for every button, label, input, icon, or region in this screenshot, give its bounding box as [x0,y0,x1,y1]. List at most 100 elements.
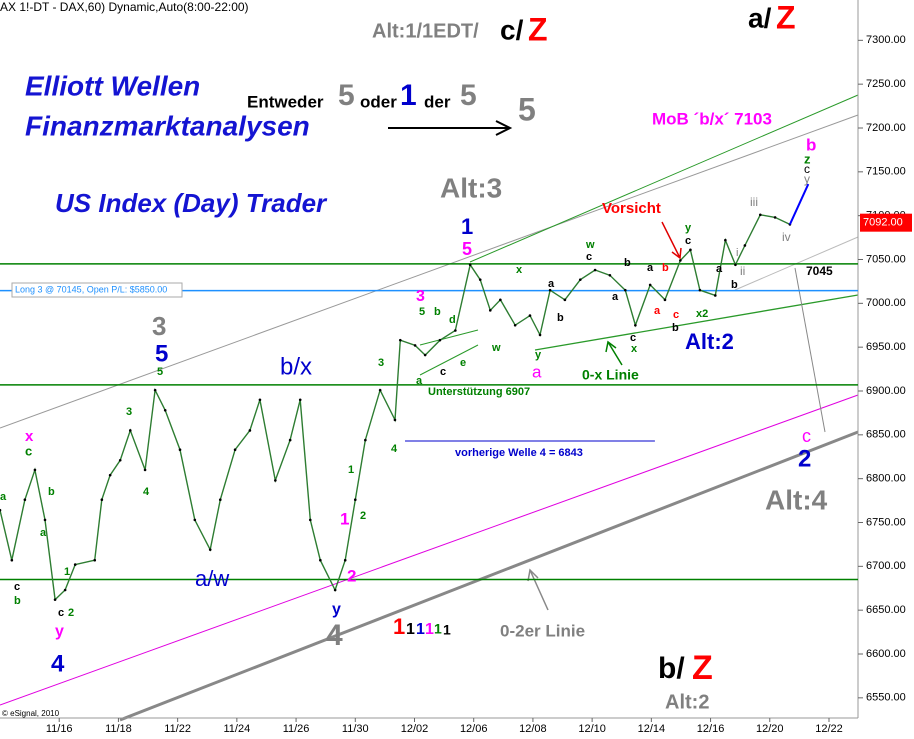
annotation: 5 [460,79,477,112]
annotation: 3 [378,357,384,369]
price-point [193,518,197,522]
annotation: z [804,151,811,166]
y-tick-label: 6800.00 [866,473,906,485]
annotation: 5 [155,340,168,367]
projection-line [788,183,810,225]
annotation: 1 [461,214,473,239]
annotation: Elliott Wellen [25,70,200,101]
price-point [743,244,747,247]
price-point [758,213,762,217]
y-tick-label: 6550.00 [866,692,906,704]
price-point [734,263,737,267]
annotation: a [716,263,723,275]
price-point [593,268,597,272]
annotation: der [424,92,451,111]
annotation: 1 [348,464,354,476]
price-point [679,259,682,262]
annotation: 4 [326,619,343,652]
annotation: b [48,486,55,498]
annotation: oder [360,92,397,111]
annotation: a/ [748,2,772,33]
annotation: a [647,262,654,274]
price-point [288,438,292,442]
annotation: 5 [462,239,472,259]
arrow-head [605,340,617,353]
x-tick-label: 11/24 [223,723,250,735]
price-point [319,558,322,562]
price-point [454,329,457,332]
price-point [634,323,637,327]
price-point [648,283,652,287]
price-point [548,288,552,292]
price-point [343,558,347,562]
annotation: 5 [419,306,425,318]
x-tick-label: 11/30 [342,723,369,735]
annotation: w [585,239,595,251]
annotation: iv [782,230,791,244]
y-tick-label: 6700.00 [866,560,906,572]
price-point [218,498,222,502]
annotation: c [586,251,592,263]
annotation: 1 [416,621,425,638]
y-tick-label: 6950.00 [866,341,906,353]
price-point [724,238,727,242]
price-point [163,408,167,412]
y-tick-label: 7150.00 [866,166,906,178]
annotation: 0-2er Linie [500,621,585,640]
annotation: 2 [68,607,74,619]
x-tick-label: 11/18 [105,723,132,735]
price-point [398,338,402,342]
annotation: Z [528,11,548,47]
x-tick-label: 12/22 [815,723,843,735]
price-point [413,344,417,347]
channel-line [0,394,859,706]
arrow-head [527,568,539,582]
price-point [10,558,14,562]
x-tick-label: 12/08 [519,723,547,735]
price-point [378,388,382,392]
price-point [713,294,717,297]
price-point [623,288,627,292]
annotation: Entweder [247,92,324,111]
arrow [661,221,681,259]
price-point [53,598,57,601]
level-label: 7045 [806,264,833,278]
annotation: c [14,581,20,593]
annotation: 5 [518,91,536,127]
x-tick-label: 12/10 [578,723,606,735]
price-point [118,458,122,462]
x-tick-label: 11/22 [164,723,191,735]
price-point [208,548,212,551]
annotation: b/ [658,652,685,685]
price-point [608,273,612,277]
price-point [478,278,482,281]
price-point [423,353,427,357]
price-point [178,448,182,452]
annotation: 2 [347,566,356,585]
annotation: y [535,349,542,361]
level-label: Unterstützung 6907 [428,386,530,398]
x-tick-label: 11/26 [283,723,310,735]
annotation: c [58,607,64,619]
price-point [499,298,502,302]
annotation: Alt:2 [685,329,734,354]
price-point [143,468,147,472]
annotation: a [416,375,423,387]
arrows [388,120,682,611]
price-point [333,588,337,592]
annotation: y [332,601,341,618]
last-price-label: 7092.00 [863,217,903,229]
annotation: 3 [126,406,132,418]
x-tick-label: 12/02 [401,723,429,735]
price-point [468,263,472,267]
annotation: 5 [157,366,163,378]
annotation: 1 [393,614,405,639]
level-label: vorherige Welle 4 = 6843 [455,447,583,459]
price-point [93,558,97,562]
annotation: 1 [434,621,442,637]
annotation: iii [750,195,758,209]
y-tick-label: 6850.00 [866,429,906,441]
y-tick-label: 6750.00 [866,516,906,528]
